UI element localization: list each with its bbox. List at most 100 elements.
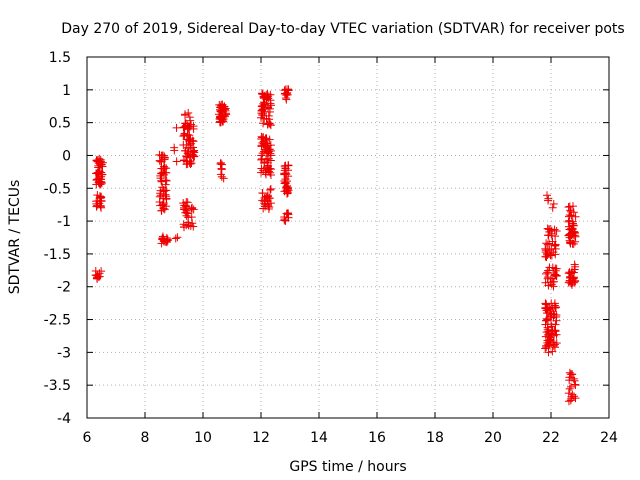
data-point	[157, 169, 166, 178]
data-point	[263, 163, 272, 172]
data-point	[569, 392, 578, 401]
data-point	[155, 192, 164, 201]
data-point	[565, 216, 574, 225]
data-point	[551, 264, 560, 273]
data-point	[181, 110, 190, 119]
data-point	[541, 332, 550, 341]
data-point	[280, 213, 289, 222]
data-point	[565, 202, 574, 211]
data-point	[542, 316, 551, 325]
data-point	[98, 158, 107, 167]
x-tick-label: 8	[141, 430, 150, 446]
data-point	[157, 177, 166, 186]
data-point	[218, 117, 227, 126]
data-point	[567, 211, 576, 220]
x-tick-label: 10	[194, 430, 212, 446]
y-tick-label: 1	[62, 83, 71, 99]
data-point	[568, 278, 577, 287]
x-tick-label: 6	[83, 430, 92, 446]
data-point	[568, 267, 577, 276]
y-tick-label: 0	[62, 148, 71, 164]
data-point	[544, 348, 553, 357]
data-point	[541, 269, 550, 278]
data-point	[260, 114, 269, 123]
data-point	[187, 120, 196, 129]
data-point	[548, 347, 557, 356]
data-point	[186, 157, 195, 166]
data-point	[219, 174, 228, 183]
data-point	[566, 272, 575, 281]
data-point	[98, 170, 107, 179]
chart-title: Day 270 of 2019, Sidereal Day-to-day VTE…	[61, 21, 624, 37]
data-point	[550, 225, 559, 234]
data-point	[543, 323, 552, 332]
data-point	[265, 145, 274, 154]
data-point	[569, 239, 578, 248]
data-point	[157, 176, 166, 185]
x-tick-label: 18	[426, 430, 444, 446]
data-point	[263, 89, 272, 98]
data-point	[259, 204, 268, 213]
data-point	[216, 158, 225, 167]
data-point	[158, 235, 167, 244]
data-point	[282, 170, 291, 179]
y-tick-labels: 1.5 1 0.5 0 -0.5 -1 -1.5 -2 -2.5 -3 -3.5 -4	[44, 50, 71, 427]
y-axis-label: SDTVAR / TECUs	[7, 180, 23, 295]
data-point	[159, 164, 168, 173]
data-point	[548, 326, 557, 335]
data-point	[91, 271, 100, 280]
data-point	[159, 236, 168, 245]
data-point	[565, 384, 574, 393]
data-point	[284, 85, 293, 94]
data-point	[284, 166, 293, 175]
data-point	[549, 248, 558, 257]
data-point	[564, 217, 573, 226]
data-point	[257, 113, 266, 122]
data-point	[551, 303, 560, 312]
data-point	[265, 203, 274, 212]
y-tick-label: -4	[57, 411, 71, 427]
data-point	[545, 339, 554, 348]
data-point	[550, 310, 559, 319]
data-point	[569, 374, 578, 383]
data-point	[160, 205, 169, 214]
data-point	[281, 179, 290, 188]
data-point	[182, 140, 191, 149]
data-point	[541, 344, 550, 353]
data-point	[541, 299, 550, 308]
data-point	[171, 234, 180, 243]
data-point	[259, 119, 268, 128]
x-tick-labels: 6 8 10 12 14 16 18 20 22 24	[83, 430, 618, 446]
data-point	[93, 156, 102, 165]
data-point	[570, 376, 579, 385]
x-tick-label: 20	[484, 430, 502, 446]
data-point	[552, 316, 561, 325]
data-point	[159, 204, 168, 213]
data-point	[547, 231, 556, 240]
data-point	[187, 204, 196, 213]
data-point	[550, 299, 559, 308]
data-point	[548, 203, 557, 212]
x-tick-label: 16	[368, 430, 386, 446]
data-point	[545, 246, 554, 255]
y-tick-label: -3.5	[44, 378, 71, 394]
data-point	[282, 184, 291, 193]
data-point	[544, 231, 553, 240]
data-point	[262, 192, 271, 201]
data-point	[93, 196, 102, 205]
data-point	[96, 157, 105, 166]
data-point	[263, 158, 272, 167]
data-point	[544, 194, 553, 203]
data-point	[568, 370, 577, 379]
data-point	[182, 206, 191, 215]
data-points	[91, 85, 580, 406]
data-point	[549, 199, 558, 208]
data-point	[95, 269, 104, 278]
data-point	[544, 281, 553, 290]
data-point	[544, 303, 553, 312]
data-point	[182, 135, 191, 144]
data-point	[550, 241, 559, 250]
data-point	[544, 266, 553, 275]
data-point	[567, 226, 576, 235]
